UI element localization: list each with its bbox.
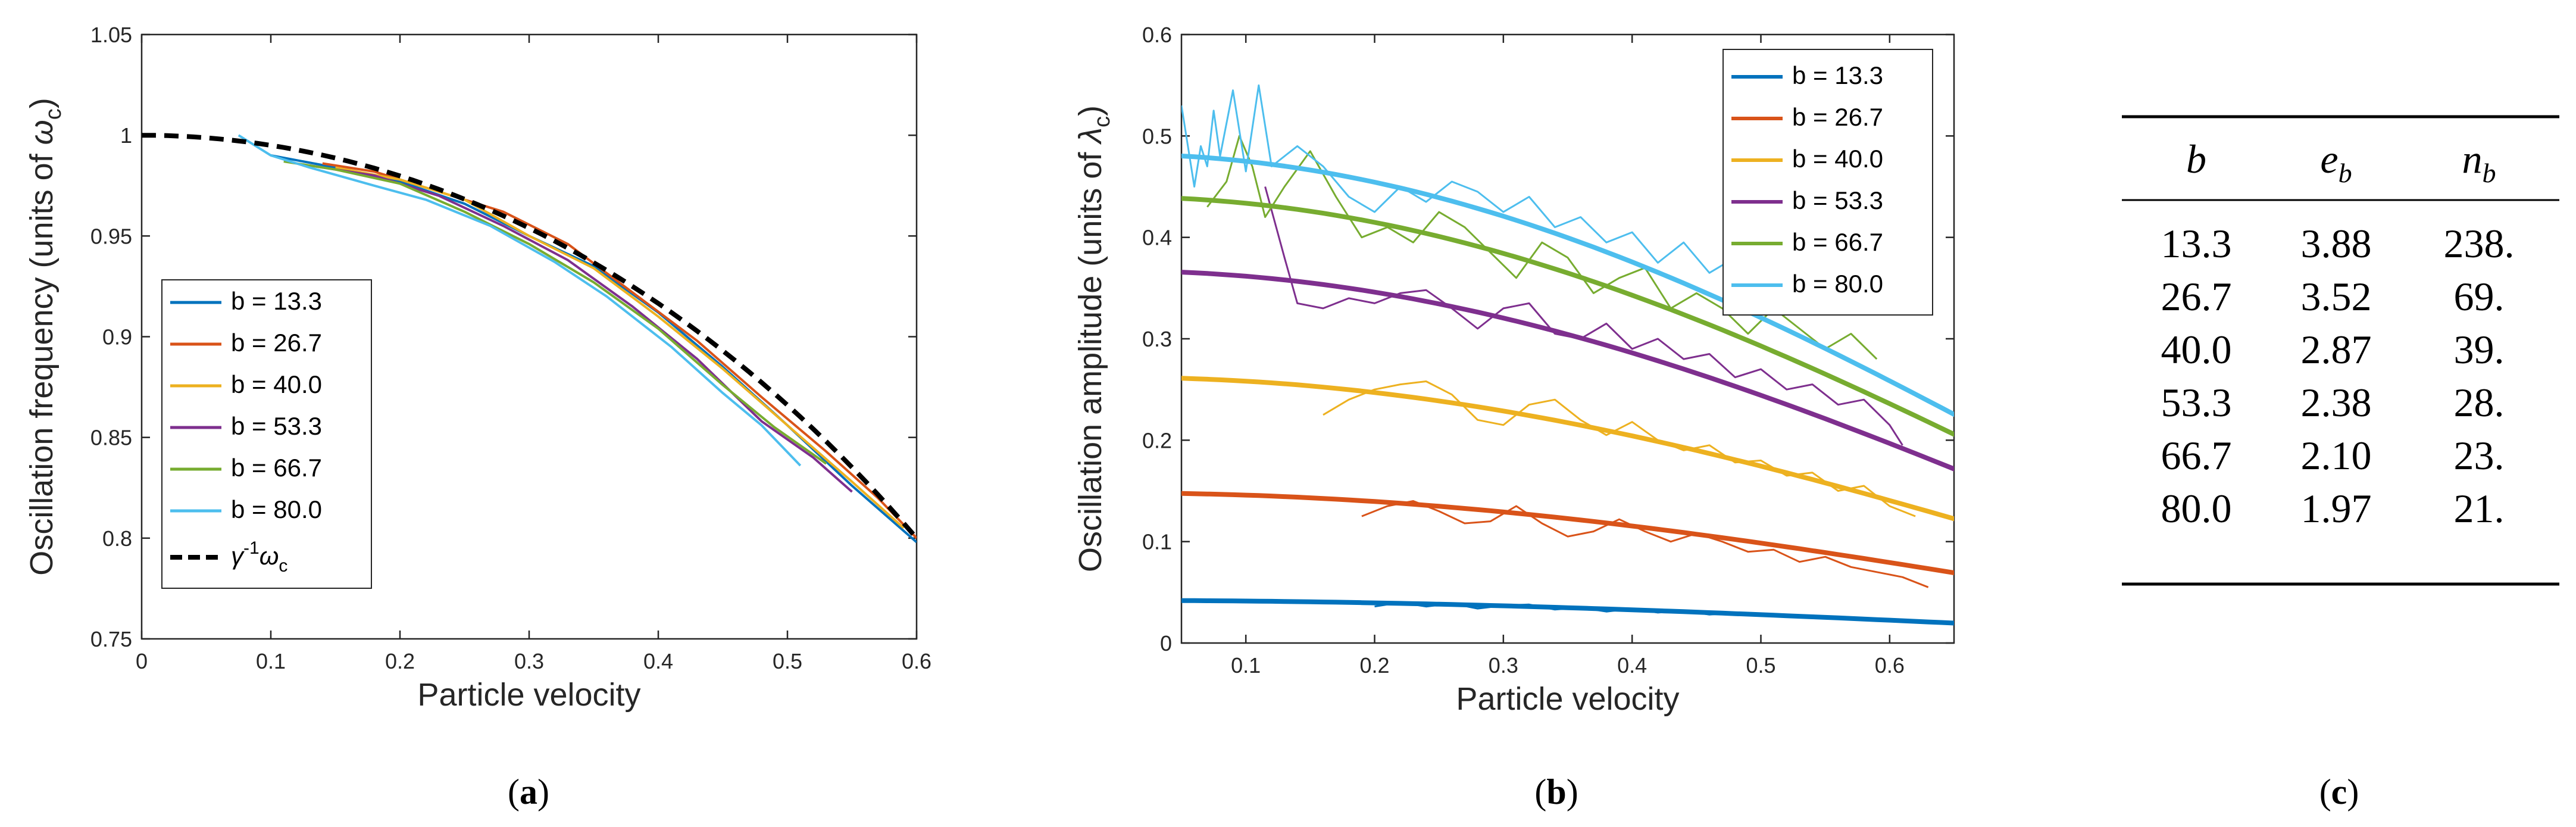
table-cell: 13.3 bbox=[2161, 221, 2232, 266]
legend-entry-reference: γ-1ωc bbox=[231, 538, 287, 576]
y-tick-label: 0.3 bbox=[1142, 327, 1172, 351]
y-axis-label: Oscillation frequency (units of ωc) bbox=[24, 98, 66, 575]
legend-entry: b = 26.7 bbox=[231, 329, 322, 357]
x-axis-label: Particle velocity bbox=[417, 677, 640, 713]
y-tick-label: 0 bbox=[1160, 631, 1172, 656]
panel-c-table: b eb nb 13.3 3.88 238. 26.7 3.52 69. 40.0 2.87 39. 5… bbox=[2122, 115, 2559, 586]
table-header: b bbox=[2186, 136, 2206, 182]
table-header: eb bbox=[2320, 136, 2352, 188]
y-tick-label: 0.75 bbox=[90, 627, 132, 651]
y-tick-label: 1.05 bbox=[90, 23, 132, 47]
series-line-fit bbox=[1181, 196, 1954, 437]
table-cell: 66.7 bbox=[2161, 433, 2232, 478]
table-header: nb bbox=[2462, 136, 2496, 188]
series-line-fit bbox=[1181, 491, 1954, 576]
y-tick-label: 0.5 bbox=[1142, 124, 1172, 148]
y-axis-label-subscript: c bbox=[41, 108, 66, 120]
legend-entry: b = 26.7 bbox=[1792, 103, 1883, 131]
legend-entry: b = 53.3 bbox=[231, 412, 322, 440]
y-tick-label: 0.2 bbox=[1142, 428, 1172, 452]
y-tick-label: 0.6 bbox=[1142, 23, 1172, 47]
x-tick-label: 0.3 bbox=[514, 649, 544, 673]
panel-b-chart: 0.1 0.2 0.3 0.4 0.5 0.6 0 0.1 0.2 0.3 0.4 0.5 0.6 Par… bbox=[1073, 23, 1955, 717]
table-cell: 2.38 bbox=[2301, 380, 2372, 425]
table-cell: 28. bbox=[2454, 380, 2505, 425]
x-tick-label: 0.6 bbox=[902, 649, 931, 673]
table-cell: 69. bbox=[2454, 274, 2505, 319]
y-axis-label-symbol: ω bbox=[24, 120, 60, 145]
series-line-fit bbox=[1181, 154, 1954, 417]
series-line-raw bbox=[1323, 380, 1916, 517]
y-tick-label: 0.8 bbox=[102, 526, 132, 551]
table-cell: 238. bbox=[2444, 221, 2515, 266]
legend-entry: b = 40.0 bbox=[231, 370, 322, 398]
series-line-fit bbox=[1181, 376, 1954, 522]
table-cell: 23. bbox=[2454, 433, 2505, 478]
legend-entry: b = 40.0 bbox=[1792, 145, 1883, 173]
y-tick-label: 0.1 bbox=[1142, 530, 1172, 554]
legend-entry: b = 13.3 bbox=[1792, 61, 1883, 89]
x-tick-label: 0.4 bbox=[1617, 653, 1647, 678]
y-axis-label-close: ) bbox=[1073, 105, 1108, 116]
caption-a: (a) bbox=[508, 772, 549, 812]
y-axis-label-text: Oscillation amplitude (units of bbox=[1073, 143, 1108, 572]
series-line-raw bbox=[1206, 135, 1878, 360]
table-cell: 53.3 bbox=[2161, 380, 2232, 425]
legend-entry: b = 53.3 bbox=[1792, 186, 1883, 214]
y-axis-label: Oscillation amplitude (units of λc) bbox=[1073, 105, 1115, 572]
panel-a-chart: 0 0.1 0.2 0.3 0.4 0.5 0.6 0.75 0.8 0.85 0.9 0.95 1 1.… bbox=[24, 23, 931, 713]
legend-entry: b = 66.7 bbox=[231, 454, 322, 482]
y-tick-label: 0.9 bbox=[102, 325, 132, 349]
table-cell: 3.88 bbox=[2301, 221, 2372, 266]
series-line-raw bbox=[1361, 500, 1929, 588]
legend-entry: b = 66.7 bbox=[1792, 228, 1883, 256]
x-tick-label: 0.1 bbox=[256, 649, 286, 673]
table-cell: 21. bbox=[2454, 486, 2505, 531]
table-cell: 3.52 bbox=[2301, 274, 2372, 319]
series-line-fit bbox=[1181, 270, 1954, 472]
series-line bbox=[237, 134, 802, 467]
table-cell: 2.87 bbox=[2301, 327, 2372, 372]
series-line bbox=[335, 166, 905, 529]
series-line-fit bbox=[1181, 598, 1954, 626]
x-tick-label: 0.6 bbox=[1875, 653, 1905, 678]
x-tick-label: 0.5 bbox=[1746, 653, 1775, 678]
x-tick-label: 0 bbox=[136, 649, 148, 673]
x-tick-label: 0.2 bbox=[1359, 653, 1389, 678]
table-cell: 1.97 bbox=[2301, 486, 2372, 531]
x-tick-label: 0.3 bbox=[1489, 653, 1518, 678]
y-tick-label: 0.95 bbox=[90, 224, 132, 248]
caption-c: (c) bbox=[2319, 772, 2359, 812]
table-cell: 80.0 bbox=[2161, 486, 2232, 531]
plot-series bbox=[1181, 84, 1954, 626]
caption-b: (b) bbox=[1534, 772, 1578, 812]
table-cell: 26.7 bbox=[2161, 274, 2232, 319]
y-axis-label-text: Oscillation frequency (units of bbox=[24, 145, 60, 575]
table-cell: 40.0 bbox=[2161, 327, 2232, 372]
y-tick-label: 0.4 bbox=[1142, 226, 1172, 250]
legend-box bbox=[161, 279, 372, 589]
x-tick-label: 0.5 bbox=[773, 649, 802, 673]
y-axis-label-symbol: λ bbox=[1073, 127, 1108, 145]
y-axis-label-subscript: c bbox=[1090, 116, 1115, 127]
y-axis-label-close: ) bbox=[24, 98, 60, 108]
plot-series bbox=[142, 133, 917, 544]
series-line bbox=[283, 160, 827, 465]
y-tick-label: 0.85 bbox=[90, 426, 132, 450]
x-tick-label: 0.1 bbox=[1231, 653, 1261, 678]
table-cell: 39. bbox=[2454, 327, 2505, 372]
legend-box bbox=[1722, 49, 1933, 316]
table-cell: 2.10 bbox=[2301, 433, 2372, 478]
legend-entry: b = 80.0 bbox=[231, 495, 322, 523]
x-axis-label: Particle velocity bbox=[1456, 681, 1679, 717]
legend: b = 13.3 b = 26.7 b = 40.0 b = 53.3 b = 66.7… bbox=[1722, 49, 1933, 316]
y-tick-label: 1 bbox=[120, 123, 132, 148]
legend-entry: b = 80.0 bbox=[1792, 270, 1883, 298]
legend-entry: b = 13.3 bbox=[231, 287, 322, 315]
x-tick-label: 0.2 bbox=[385, 649, 415, 673]
legend: b = 13.3 b = 26.7 b = 40.0 b = 53.3 b = 66.7… bbox=[161, 279, 372, 589]
x-tick-label: 0.4 bbox=[643, 649, 673, 673]
